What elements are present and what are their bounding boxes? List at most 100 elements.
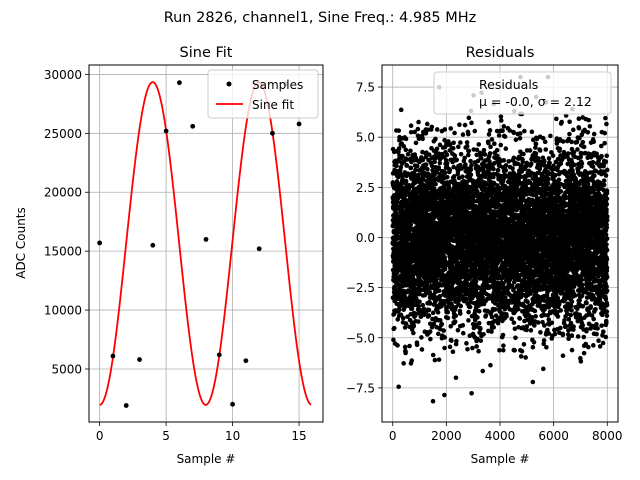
- residual-point: [413, 140, 419, 146]
- sine-fit-line: [99, 81, 312, 406]
- residual-point: [486, 132, 492, 137]
- residual-point: [419, 335, 424, 340]
- residual-point: [469, 390, 474, 396]
- residual-point: [442, 335, 448, 340]
- residual-point: [432, 357, 438, 363]
- residual-point: [450, 146, 456, 151]
- sine-fit-axes-frame: [88, 64, 324, 423]
- residual-point: [408, 129, 414, 135]
- residual-point: [475, 315, 480, 320]
- residual-point: [408, 165, 414, 171]
- residual-point: [465, 131, 471, 137]
- residual-point: [423, 154, 429, 160]
- residual-point: [433, 181, 438, 187]
- residual-point: [480, 368, 486, 374]
- residual-point: [446, 280, 451, 286]
- residual-point: [426, 313, 432, 318]
- residual-point: [408, 148, 413, 154]
- residual-point: [488, 362, 493, 368]
- residual-point: [429, 124, 435, 130]
- residual-point: [430, 310, 436, 316]
- residual-point: [400, 284, 405, 289]
- residual-point: [425, 284, 430, 290]
- residual-point: [476, 348, 481, 354]
- residual-point: [501, 124, 507, 129]
- residual-point: [409, 306, 415, 311]
- residual-point: [434, 127, 440, 132]
- residual-point: [405, 314, 410, 320]
- residual-point: [445, 315, 451, 321]
- residual-point: [394, 163, 399, 169]
- sample-point: [243, 358, 249, 364]
- residual-point: [501, 158, 507, 163]
- residual-point: [408, 222, 414, 227]
- residual-point: [438, 155, 444, 161]
- residual-point: [511, 130, 517, 136]
- residual-point: [451, 164, 456, 170]
- residual-point: [423, 162, 429, 168]
- residual-point: [494, 147, 500, 153]
- residual-point: [466, 148, 472, 154]
- sample-point: [256, 246, 262, 252]
- residual-point: [420, 136, 425, 142]
- sine-fit-xlabel: Sample #: [177, 452, 236, 466]
- residual-point: [398, 107, 404, 113]
- residual-point: [442, 127, 448, 132]
- y-tick-label: 30000: [44, 68, 82, 82]
- residual-point: [451, 140, 456, 146]
- sample-point: [190, 123, 196, 129]
- residuals-title: Residuals: [466, 45, 535, 61]
- residual-point: [408, 123, 414, 128]
- residual-point: [517, 316, 523, 321]
- residual-point: [469, 120, 474, 126]
- residual-point: [521, 342, 527, 347]
- residual-point: [448, 323, 454, 329]
- residual-point: [472, 128, 478, 134]
- residual-point: [427, 321, 433, 327]
- residual-point: [429, 163, 435, 169]
- residual-point: [489, 314, 495, 320]
- residual-point: [481, 147, 487, 153]
- residual-point: [437, 160, 443, 166]
- residual-point: [435, 310, 441, 315]
- residual-point: [447, 344, 453, 350]
- residual-point: [437, 142, 443, 148]
- residual-point: [513, 137, 519, 143]
- residual-point: [468, 158, 473, 164]
- sample-point: [177, 80, 182, 86]
- residual-point: [439, 321, 445, 327]
- residual-point: [442, 170, 448, 176]
- residual-point: [436, 288, 442, 294]
- residual-point: [502, 134, 508, 139]
- residual-point: [460, 323, 466, 328]
- residual-point: [445, 309, 451, 315]
- y-tick-label: 15000: [44, 245, 82, 259]
- legend-samples-label: Samples: [252, 78, 303, 92]
- residual-point: [415, 126, 421, 132]
- y-tick-label: 10000: [44, 304, 82, 318]
- y-tick-label: 20000: [44, 186, 82, 200]
- residual-point: [416, 119, 421, 125]
- residual-point: [510, 166, 515, 171]
- residual-point: [483, 313, 489, 318]
- residual-point: [413, 312, 418, 318]
- residual-point: [492, 307, 498, 312]
- residual-point: [489, 137, 495, 142]
- residual-point: [433, 136, 438, 142]
- legend-sine-fit-label: Sine fit: [252, 98, 294, 112]
- residual-point: [416, 172, 421, 178]
- residual-point: [400, 153, 405, 159]
- residual-point: [403, 350, 408, 356]
- residuals-plot: [390, 74, 610, 404]
- residual-point: [457, 311, 463, 316]
- residual-point: [427, 329, 433, 334]
- residual-point: [475, 189, 480, 194]
- residual-point: [517, 123, 522, 129]
- residual-point: [464, 296, 469, 302]
- residual-point: [438, 188, 444, 194]
- residual-point: [468, 167, 474, 173]
- residual-point: [500, 128, 505, 134]
- residual-point: [411, 323, 417, 329]
- sample-point: [296, 121, 302, 127]
